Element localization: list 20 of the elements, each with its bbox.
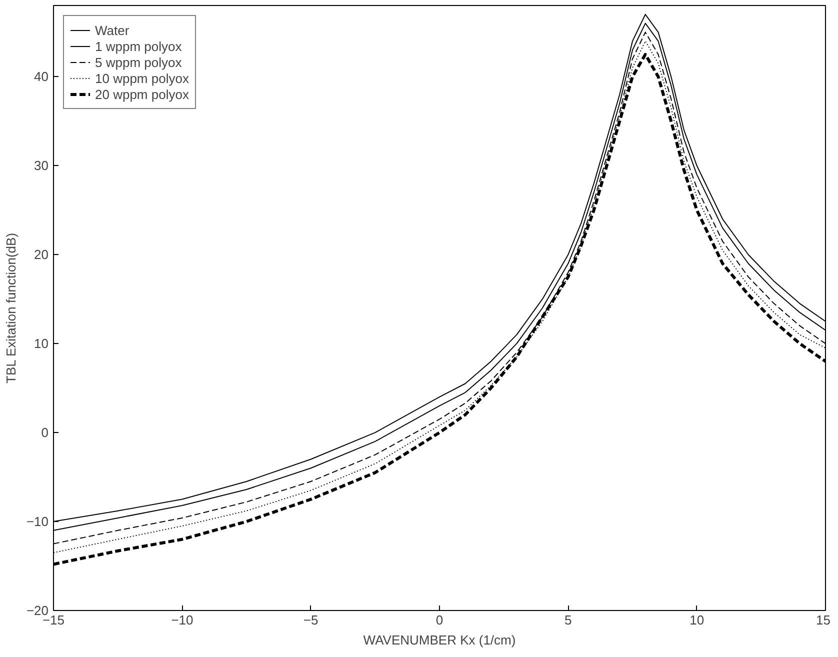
x-axis-title: WAVENUMBER Kx (1/cm) <box>363 632 516 648</box>
x-tick-label: −10 <box>171 612 194 628</box>
y-tick-label: 10 <box>34 336 49 352</box>
x-tick-label: 5 <box>564 612 572 628</box>
legend-label: 1 wppm polyox <box>95 38 182 54</box>
y-tick-label: 0 <box>41 425 49 440</box>
x-tick-label: 15 <box>816 612 831 628</box>
legend-label: 20 wppm polyox <box>95 86 189 102</box>
y-tick-label: 30 <box>34 158 49 174</box>
y-axis-title: TBL Exitation function(dB) <box>3 232 18 384</box>
y-tick-label: −20 <box>26 603 49 618</box>
y-tick-label: 20 <box>34 247 49 262</box>
y-tick-label: 40 <box>34 69 49 84</box>
x-tick-label: 10 <box>690 612 704 628</box>
y-tick-label: −10 <box>26 514 49 530</box>
legend-label: Water <box>95 22 130 38</box>
x-tick-label: −5 <box>303 612 318 628</box>
legend-label: 10 wppm polyox <box>95 70 189 86</box>
legend-label: 5 wppm polyox <box>95 54 182 70</box>
x-tick-label: 0 <box>436 612 444 628</box>
